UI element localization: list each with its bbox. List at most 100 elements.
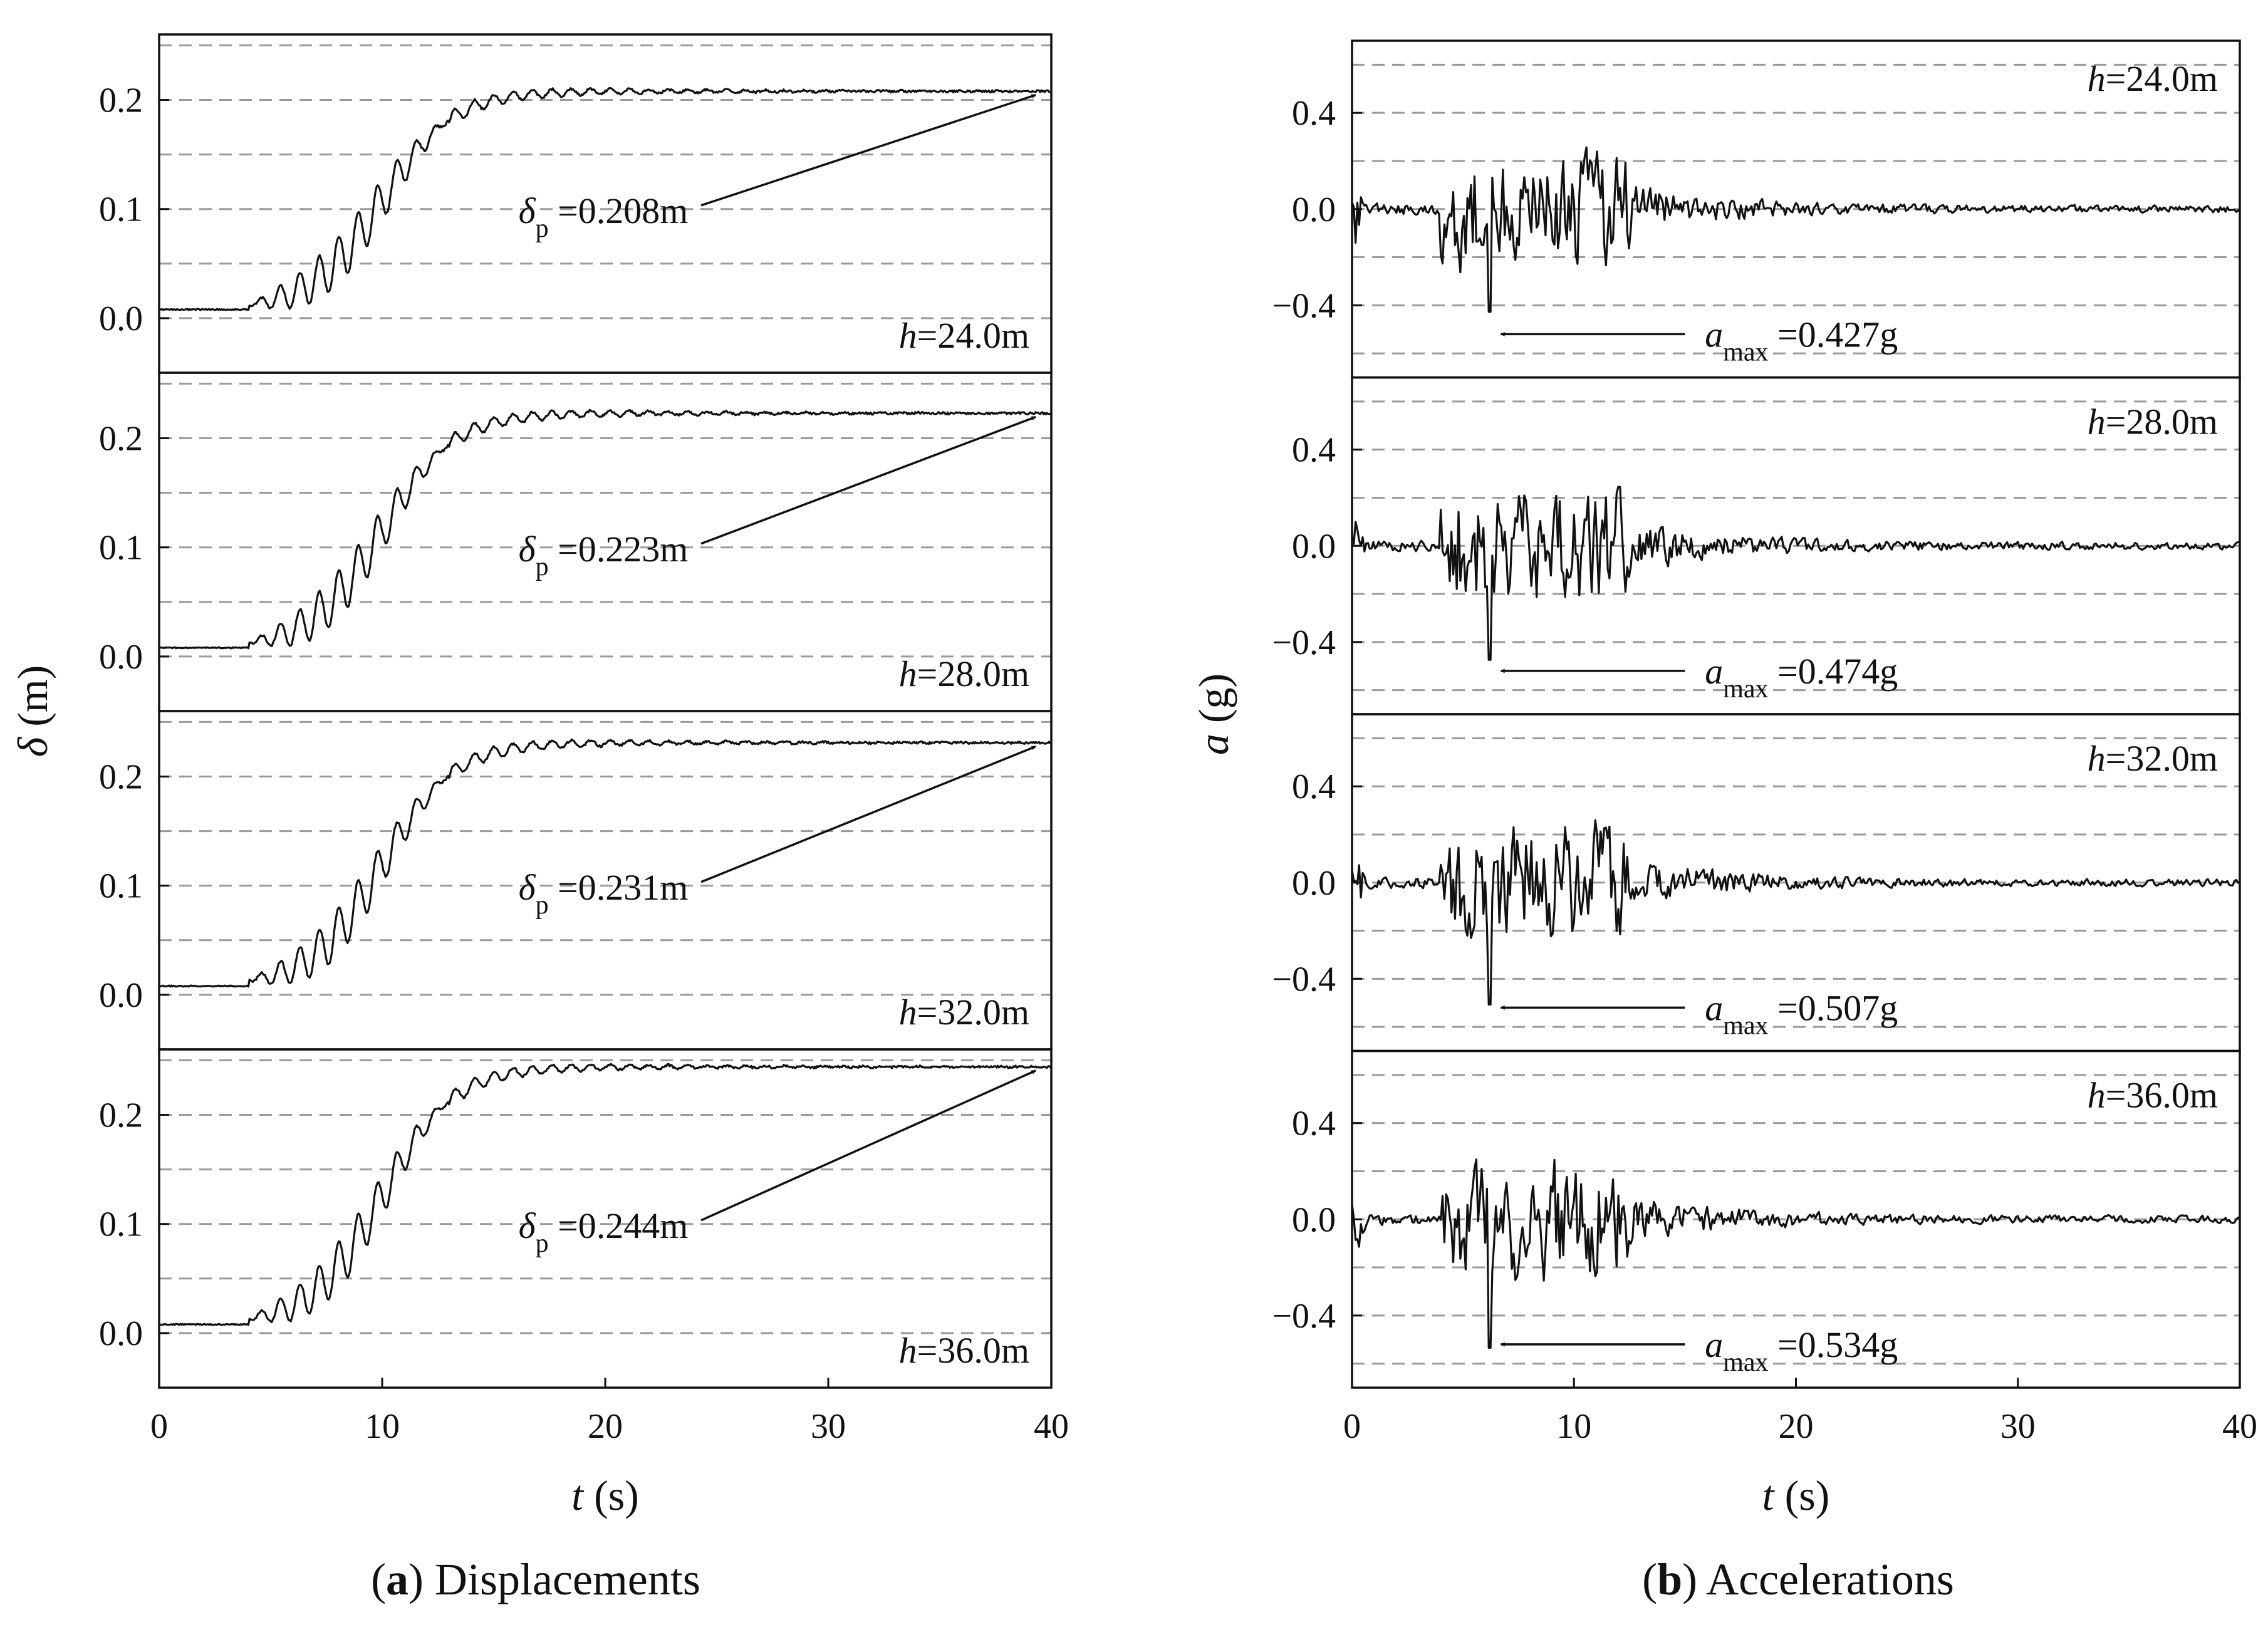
caption-a-text: Displacements — [435, 1554, 700, 1604]
caption-b-text: Accelerations — [1706, 1554, 1954, 1604]
height-label: h=24.0m — [899, 315, 1029, 356]
x-tick-label: 0 — [1343, 1407, 1361, 1446]
height-label: h=36.0m — [2088, 1075, 2218, 1116]
y-tick-label: 0.2 — [99, 1096, 143, 1135]
peak-annotation-value: =0.244m — [549, 1205, 689, 1246]
height-label-var: h — [899, 1330, 917, 1371]
y-axis-title: δ (m) — [9, 665, 56, 757]
height-label: h=28.0m — [899, 653, 1029, 694]
x-axis-title: t (s) — [571, 1472, 639, 1519]
height-label-var: h — [899, 315, 917, 356]
x-axis-unit: (s) — [1774, 1472, 1830, 1519]
y-tick-label: 0.4 — [1292, 94, 1336, 133]
y-tick-label: 0.4 — [1292, 431, 1336, 470]
y-tick-label: −0.4 — [1272, 960, 1336, 999]
y-tick-label: 0.0 — [99, 976, 143, 1015]
peak-annotation-subscript: p — [536, 1229, 549, 1258]
y-axis-title: a (g) — [1190, 673, 1237, 755]
peak-annotation: δp =0.244m — [519, 1205, 689, 1258]
x-tick-label: 20 — [588, 1407, 623, 1446]
accelerations-panel: 0.4 0.0 −0.4 h=24.0m amax =0.427g — [1272, 39, 2241, 379]
y-tick-label: 0.1 — [99, 529, 143, 568]
peak-annotation-symbol: a — [1705, 651, 1723, 692]
height-label-value: =36.0m — [2106, 1075, 2218, 1116]
peak-annotation-symbol: a — [1705, 987, 1723, 1028]
x-tick-label: 40 — [1034, 1407, 1069, 1446]
y-tick-label: 0.0 — [99, 638, 143, 677]
displacements-series-line — [159, 738, 1053, 988]
height-label-value: =24.0m — [917, 315, 1029, 356]
caption-a-letter: a — [386, 1554, 408, 1604]
y-tick-label: 0.0 — [1292, 190, 1336, 229]
peak-annotation-value: =0.208m — [549, 190, 689, 231]
x-tick-label: 10 — [1556, 1407, 1591, 1446]
peak-arrow — [700, 745, 1036, 883]
peak-arrow — [700, 93, 1036, 207]
accelerations-series-line — [1351, 486, 2240, 661]
displacements-panel: 0.0 0.1 0.2 h=28.0m δp =0.223m — [99, 372, 1053, 712]
y-tick-label: 0.0 — [99, 299, 143, 338]
peak-annotation-value: =0.507g — [1769, 987, 1898, 1028]
x-tick-label: 10 — [365, 1407, 400, 1446]
displacements-panel: 0.0 0.1 0.2 h=36.0m δp =0.244m — [99, 1048, 1053, 1389]
y-tick-label: 0.0 — [1292, 864, 1336, 903]
x-tick-label: 40 — [2222, 1407, 2257, 1446]
y-tick-label: 0.2 — [99, 81, 143, 120]
x-tick-label: 30 — [2000, 1407, 2036, 1446]
x-tick-label: 30 — [811, 1407, 846, 1446]
x-axis-symbol: t — [1762, 1472, 1776, 1519]
y-axis-unit: (g) — [1190, 673, 1237, 734]
displacements-series-line — [159, 408, 1053, 650]
y-axis-symbol: δ — [9, 736, 56, 757]
peak-annotation-value: =0.231m — [549, 867, 689, 908]
height-label-var: h — [2088, 402, 2106, 442]
height-label-value: =32.0m — [917, 992, 1029, 1032]
peak-annotation-symbol: δ — [519, 190, 536, 231]
displacements-panel: 0.0 0.1 0.2 h=24.0m δp =0.208m — [99, 33, 1053, 374]
height-label-value: =32.0m — [2106, 738, 2218, 779]
y-tick-label: −0.4 — [1272, 1297, 1336, 1336]
height-label-value: =28.0m — [917, 653, 1029, 694]
height-label-var: h — [899, 992, 917, 1032]
height-label: h=24.0m — [2088, 58, 2218, 99]
peak-annotation: amax =0.427g — [1705, 314, 1898, 366]
y-tick-label: 0.0 — [1292, 1200, 1336, 1239]
height-label-var: h — [2088, 58, 2106, 99]
y-axis-unit: (m) — [9, 665, 56, 737]
peak-annotation: δp =0.231m — [519, 867, 689, 920]
height-label: h=32.0m — [899, 992, 1029, 1032]
peak-arrow — [700, 1069, 1036, 1222]
peak-annotation-symbol: a — [1705, 1324, 1723, 1365]
caption-a: (a) Displacements — [371, 1554, 700, 1604]
displacements-series-line — [159, 86, 1052, 311]
displacements-series-line — [159, 1063, 1053, 1326]
caption-b: (b) Accelerations — [1642, 1554, 1954, 1604]
height-label: h=36.0m — [899, 1330, 1029, 1371]
accelerations-series-line — [1351, 146, 2240, 313]
y-tick-label: 0.2 — [99, 758, 143, 797]
height-label: h=32.0m — [2088, 738, 2218, 779]
peak-annotation-value: =0.534g — [1769, 1324, 1898, 1365]
peak-annotation-subscript: max — [1723, 338, 1768, 366]
height-label-value: =36.0m — [917, 1330, 1029, 1371]
x-axis-symbol: t — [571, 1472, 585, 1519]
peak-annotation-subscript: p — [536, 553, 549, 581]
x-axis-unit: (s) — [583, 1472, 639, 1519]
y-tick-label: −0.4 — [1272, 623, 1336, 662]
y-tick-label: 0.1 — [99, 190, 143, 229]
height-label-value: =24.0m — [2106, 58, 2218, 99]
peak-annotation: δp =0.223m — [519, 529, 689, 581]
y-tick-label: 0.0 — [1292, 527, 1336, 566]
peak-annotation-symbol: δ — [519, 867, 536, 908]
y-tick-label: 0.1 — [99, 1205, 143, 1244]
peak-annotation: amax =0.534g — [1705, 1324, 1898, 1377]
height-label-var: h — [2088, 738, 2106, 779]
y-tick-label: 0.4 — [1292, 767, 1336, 806]
displacements-panel: 0.0 0.1 0.2 h=32.0m δp =0.231m — [99, 710, 1053, 1051]
y-tick-label: 0.4 — [1292, 1105, 1336, 1143]
peak-annotation: amax =0.507g — [1705, 987, 1898, 1040]
accelerations-panel: 0.4 0.0 −0.4 h=28.0m amax =0.474g — [1272, 376, 2241, 715]
peak-arrow — [700, 415, 1036, 545]
